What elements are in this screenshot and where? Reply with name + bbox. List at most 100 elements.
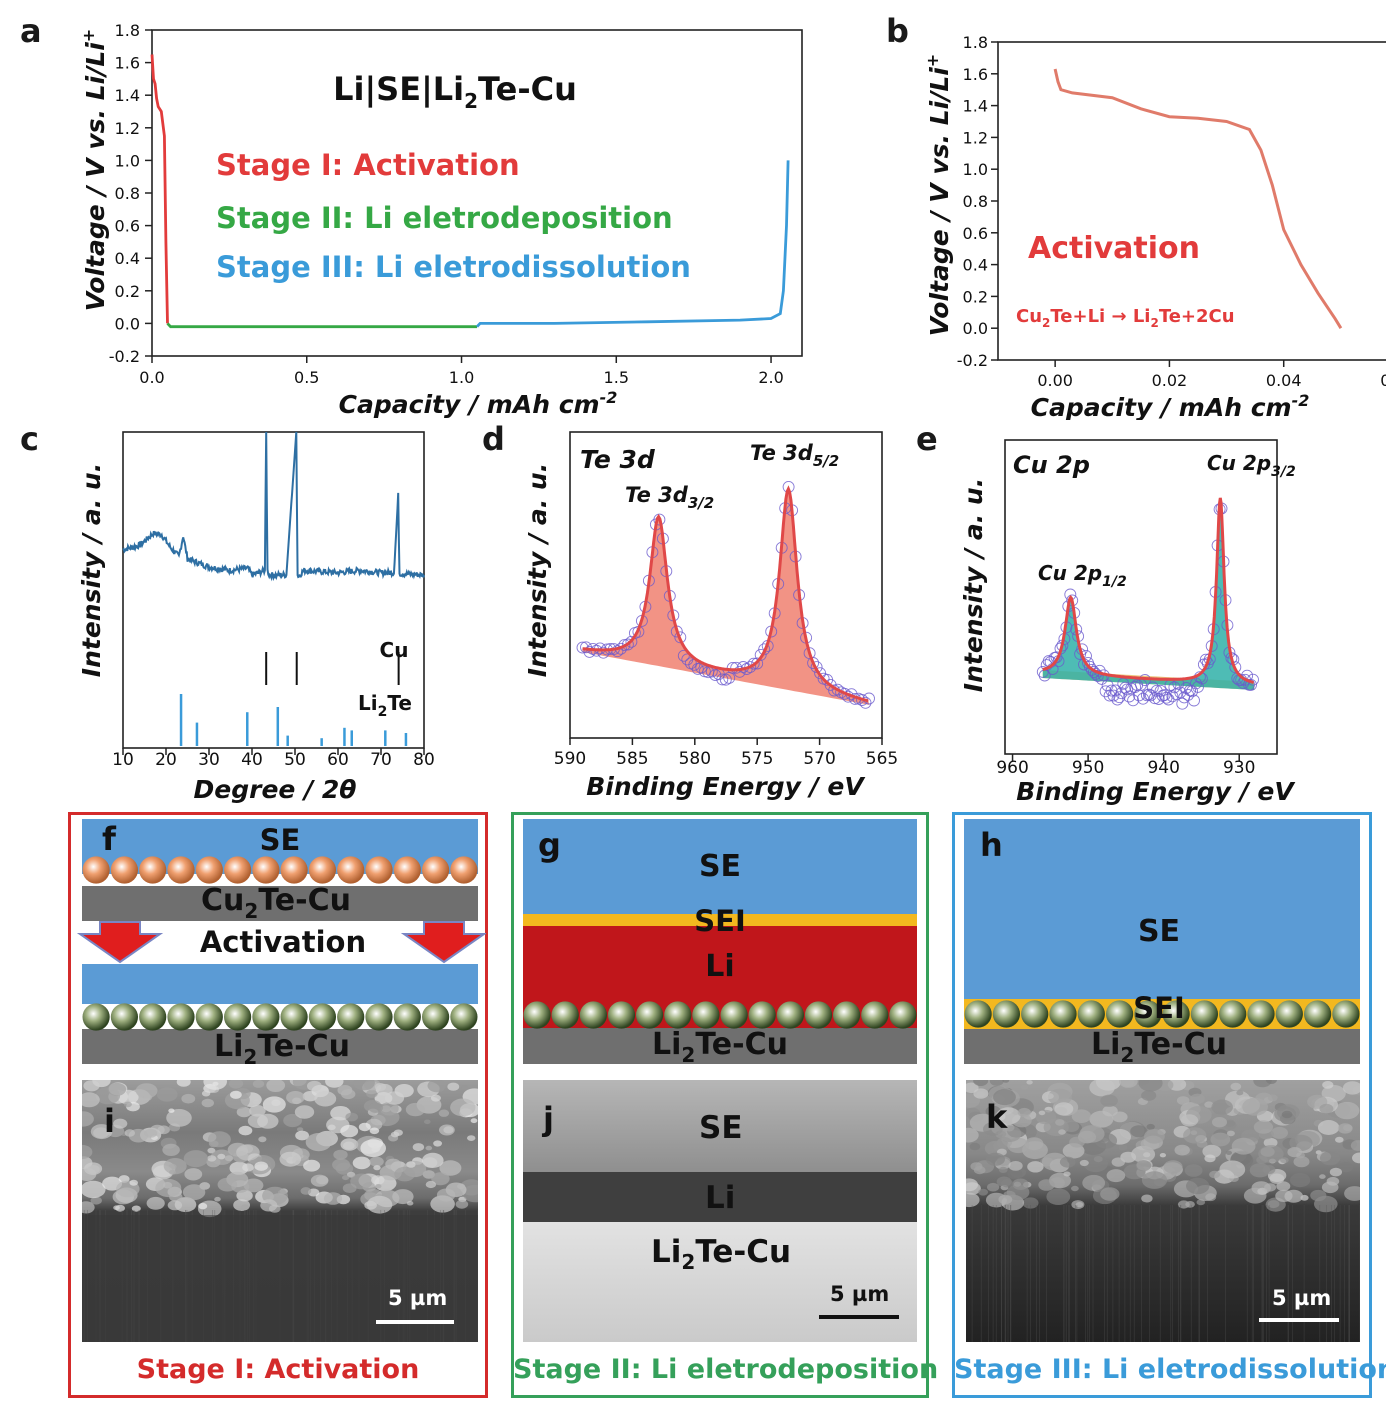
x-tick-label: 950 [1072, 758, 1104, 778]
scheme-f-se: SE [260, 823, 301, 857]
li2te-particle [1247, 1000, 1275, 1028]
sem-grain [1054, 1102, 1074, 1116]
sem-grain [1276, 1181, 1291, 1192]
sem-grain [1224, 1119, 1236, 1127]
sem-grain [1317, 1120, 1340, 1135]
chart-a-xlabel: Capacity / mAh cm-2 [339, 388, 618, 419]
sem-grain [431, 1172, 450, 1186]
sem-grain [1337, 1123, 1353, 1134]
xps-te-fill [582, 489, 870, 705]
sem-grain [82, 1180, 106, 1199]
chart-e-label: Cu 2p [1013, 451, 1090, 479]
li2te-particle [365, 1003, 393, 1031]
sem-grain [1020, 1084, 1029, 1090]
x-tick-label: 580 [679, 749, 711, 769]
sem-grain [993, 1089, 1016, 1106]
sem-grain [1284, 1189, 1303, 1203]
sem-grain [1267, 1094, 1278, 1102]
sem-grain [1141, 1171, 1168, 1189]
data-point [580, 641, 592, 654]
sem-grain [184, 1168, 203, 1181]
sem-grain [1264, 1183, 1277, 1192]
data-point [618, 639, 631, 652]
sem-grain [1059, 1156, 1076, 1168]
y-tick-label: 1.6 [115, 54, 140, 73]
sem-grain [1026, 1080, 1033, 1085]
cu2te-particle [139, 856, 167, 884]
peak-te-3d52: Te 3d5/2 [750, 441, 839, 470]
x-tick-label: 1.0 [449, 368, 474, 387]
sem-grain [1118, 1080, 1138, 1088]
x-tick-label: 565 [866, 749, 898, 769]
sem-grain [966, 1192, 980, 1208]
sem-grain [973, 1166, 986, 1175]
li2te-substrate [82, 1029, 478, 1064]
sem-grain [217, 1153, 226, 1160]
sem-grain [1063, 1171, 1071, 1177]
li2te-particle [195, 1003, 223, 1031]
panel-letter-e: e [916, 420, 938, 458]
sem-grain [1329, 1167, 1342, 1177]
y-tick-label: 0.2 [115, 282, 140, 301]
sem-grain [1290, 1173, 1311, 1188]
y-tick-label: 1.4 [115, 86, 140, 105]
data-point [1245, 678, 1257, 691]
legend-stage2: Stage II: Li eletrodeposition [216, 201, 673, 235]
panel-letter-d: d [482, 420, 505, 458]
x-tick-label: 570 [803, 749, 835, 769]
sem-grain [390, 1131, 400, 1138]
cu2te-particle [167, 856, 195, 884]
sem-grain [1106, 1169, 1126, 1183]
sem-grain [1287, 1147, 1302, 1158]
sem-j-li-region [523, 1172, 917, 1222]
sem-image-i: i 5 µm [82, 1080, 478, 1342]
sei-layer [523, 914, 917, 926]
li2te-particle [992, 1000, 1020, 1028]
sem-grain [358, 1122, 371, 1132]
sem-grain [314, 1091, 337, 1107]
chart-a: -0.2 0.0 0.2 0.4 0.6 0.8 1.0 1.2 1.4 1.6 1.8 0.0 0.… [79, 21, 803, 419]
data-point [1229, 661, 1242, 674]
sem-grain [238, 1125, 253, 1136]
sem-grain [163, 1158, 187, 1175]
li2te-particle [1021, 1000, 1049, 1028]
scheme-h: SE SEI Li2Te-Cu h [964, 819, 1360, 1067]
sem-grain [1338, 1162, 1354, 1173]
sem-grain [283, 1113, 302, 1128]
sem-grain [340, 1124, 359, 1138]
y-tick-label: 1.0 [115, 151, 140, 170]
x-tick-label: 930 [1223, 758, 1255, 778]
y-tick-label: 1.8 [115, 21, 140, 40]
y-tick-label: 1.8 [963, 33, 988, 52]
li2te-particle [1049, 1000, 1077, 1028]
sem-grain [975, 1091, 985, 1098]
x-tick-label: 590 [554, 749, 586, 769]
cu2te-particle [195, 856, 223, 884]
chart-d-frame [569, 431, 883, 739]
sem-grain [1204, 1101, 1214, 1108]
sem-grain [107, 1082, 127, 1096]
x-tick-label: 10 [112, 750, 134, 770]
sem-grain [1141, 1090, 1157, 1101]
sem-image-j: j SE Li Li2Te-Cu 5 µm [523, 1080, 917, 1342]
sem-grain [82, 1201, 95, 1214]
sem-grain [82, 1111, 94, 1127]
sem-grain [1071, 1185, 1079, 1192]
chart-b-xlabel: Capacity / mAh cm-2 [1031, 391, 1310, 420]
peak-te-3d32: Te 3d3/2 [625, 483, 714, 512]
sem-grain [135, 1083, 158, 1099]
data-point [1123, 690, 1136, 703]
sem-grain [986, 1152, 1005, 1166]
chart-c: 10 20 30 40 50 60 70 80 Cu Li2Te Intensity / a.… [77, 431, 435, 804]
sem-grain [113, 1118, 128, 1129]
activation-curve [1053, 68, 1343, 329]
sem-grain [323, 1192, 343, 1205]
data-point [611, 645, 624, 658]
cu2te-particle [337, 856, 365, 884]
sem-grain [1293, 1156, 1310, 1168]
cu2te-particle [450, 856, 478, 884]
sem-grain [406, 1161, 416, 1168]
data-point [621, 638, 634, 651]
sem-grain [1069, 1136, 1085, 1148]
sem-grain [176, 1080, 191, 1087]
